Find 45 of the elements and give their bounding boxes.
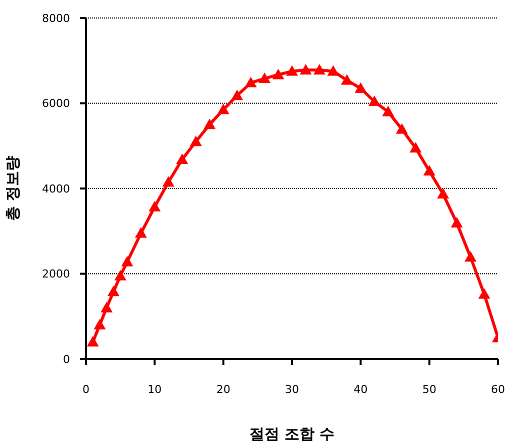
x-tick-label: 50: [422, 382, 436, 396]
point: [258, 72, 271, 84]
point: [340, 74, 353, 85]
y-tick-label: 6000: [42, 97, 70, 110]
point: [190, 136, 202, 146]
point: [423, 165, 436, 176]
point: [94, 318, 106, 330]
point: [176, 154, 188, 164]
point: [100, 302, 113, 312]
point: [244, 76, 257, 88]
point: [327, 65, 340, 76]
x-tick-label: 40: [354, 382, 368, 396]
point: [464, 251, 477, 262]
point: [107, 286, 120, 296]
x-tick-label: 60: [491, 382, 505, 396]
point: [382, 106, 394, 116]
point: [231, 90, 244, 100]
point: [134, 227, 147, 238]
y-axis-title: 총 정보량: [3, 156, 22, 222]
x-tick-label: 20: [216, 382, 230, 396]
x-tick-label: 30: [285, 382, 299, 396]
point: [410, 142, 422, 153]
point: [368, 96, 380, 106]
point: [114, 270, 126, 280]
point: [437, 188, 450, 199]
point: [162, 176, 174, 187]
point: [204, 118, 216, 130]
x-tick-label: 0: [82, 382, 90, 396]
x-tick-label: 10: [148, 382, 162, 396]
point: [396, 123, 408, 134]
point: [148, 200, 161, 212]
point: [86, 336, 99, 346]
y-tick-label: 8000: [42, 12, 70, 25]
point: [313, 64, 326, 75]
point: [217, 104, 230, 114]
point: [450, 217, 463, 228]
point: [272, 68, 284, 80]
point: [121, 256, 134, 266]
point: [478, 288, 490, 299]
y-tick-label: 4000: [42, 182, 70, 196]
point: [286, 65, 298, 76]
y-tick-label: 2000: [42, 268, 70, 281]
point: [354, 82, 367, 93]
point: [300, 64, 312, 75]
y-tick-label: 0: [63, 352, 70, 366]
